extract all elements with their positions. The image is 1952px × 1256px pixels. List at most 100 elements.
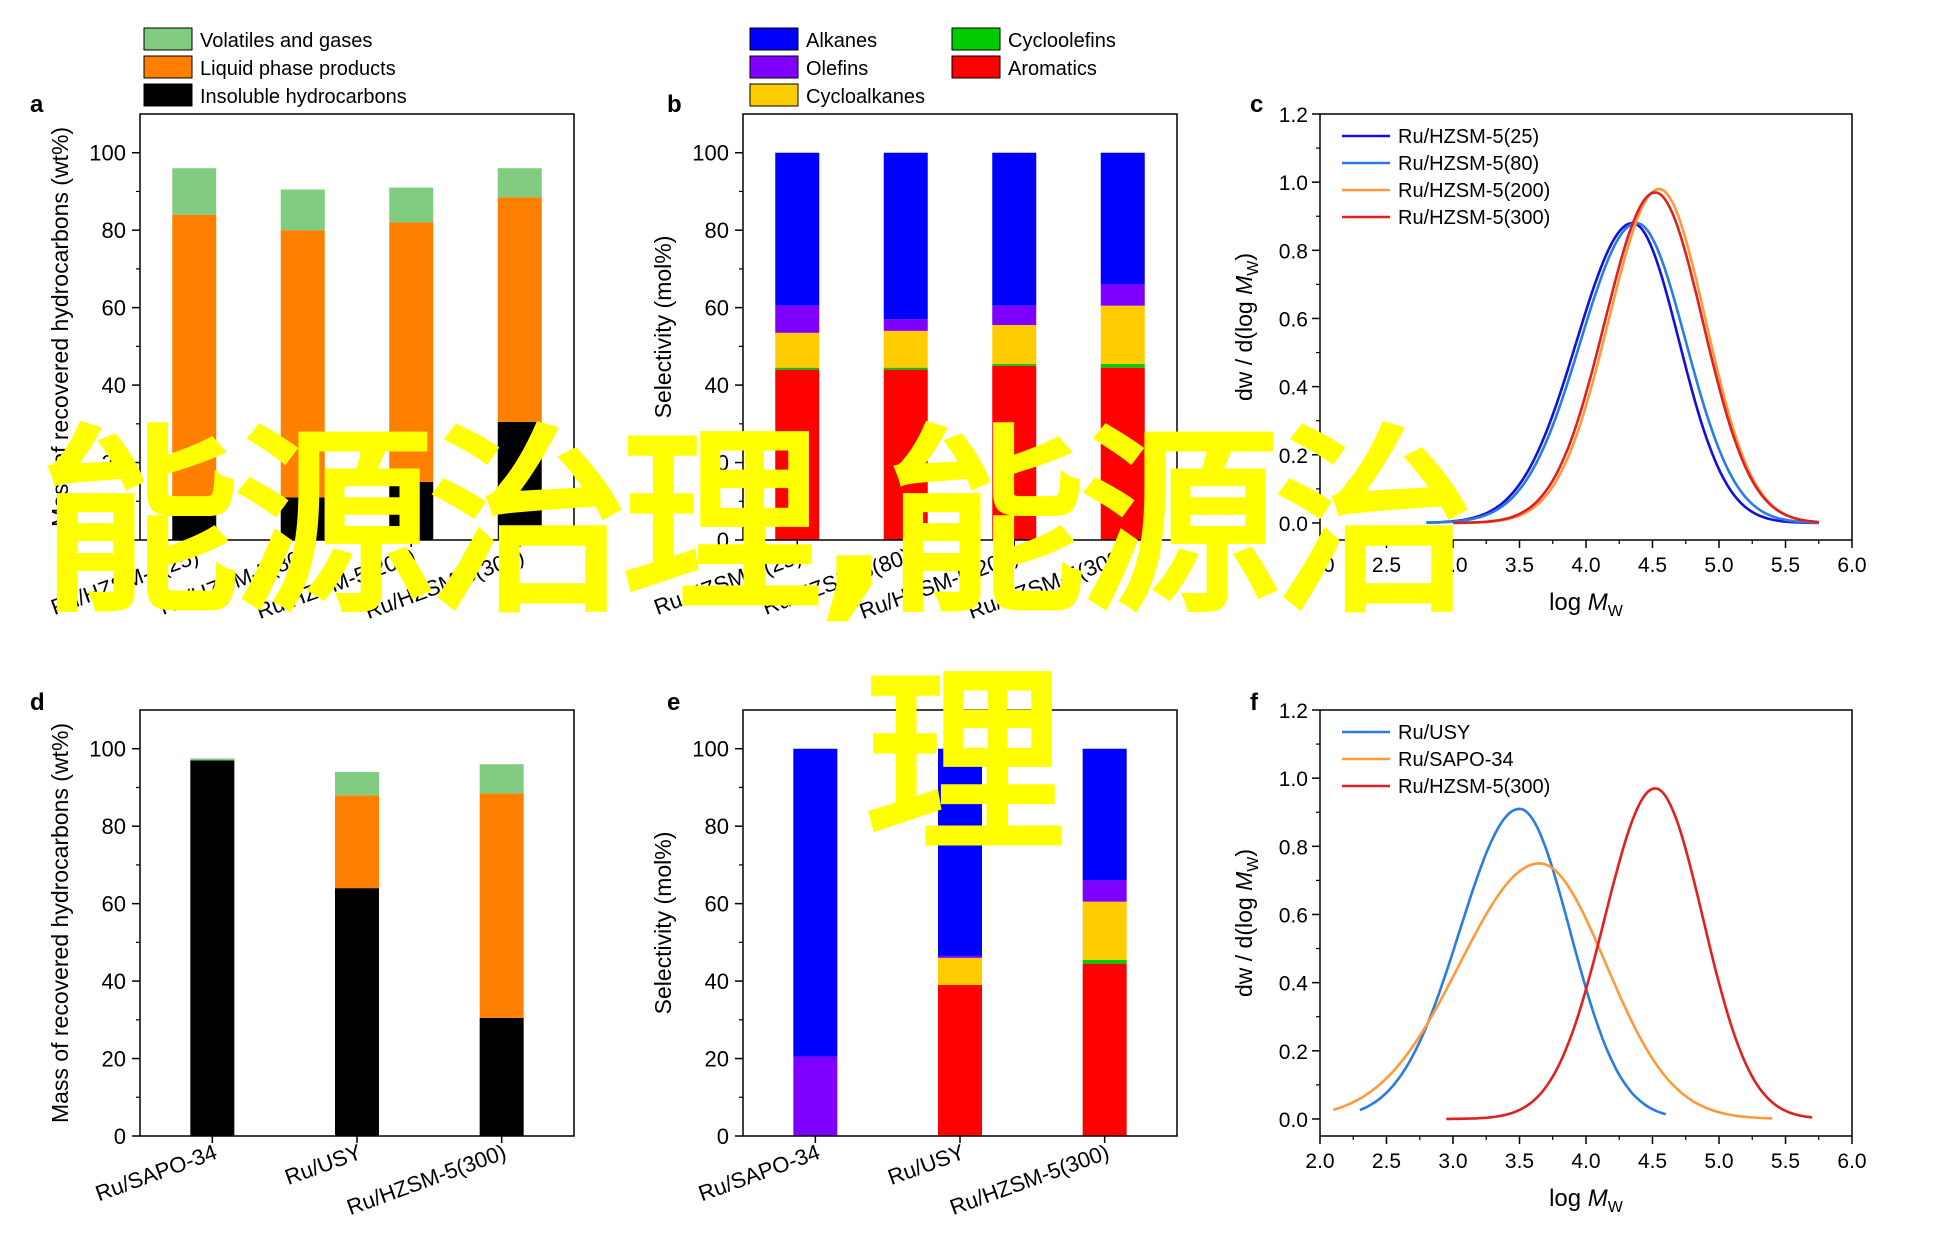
bar-segment	[992, 363, 1037, 366]
x-tick-label: 4.0	[1571, 1150, 1600, 1173]
bar-segment	[775, 152, 820, 306]
bar-segment	[992, 325, 1037, 364]
y-tick-label: 80	[705, 814, 729, 839]
x-tick-label: 6.0	[1837, 554, 1866, 577]
y-tick-label: 0	[114, 528, 126, 553]
x-tick-label: 3.5	[1505, 1150, 1534, 1173]
y-tick-label: 80	[102, 814, 126, 839]
x-tick-label: 5.5	[1771, 1150, 1800, 1173]
y-tick-label: 1.0	[1279, 768, 1308, 791]
plot-frame	[139, 709, 575, 1137]
plot-frame	[742, 709, 1178, 1137]
y-tick-label: 1.0	[1279, 172, 1308, 195]
y-tick-label: 20	[102, 1047, 126, 1072]
y-tick-label: 0.0	[1279, 1109, 1308, 1132]
y-tick-label: 80	[705, 218, 729, 243]
x-tick-label: Ru/USY	[884, 1139, 968, 1190]
x-tick-label: 4.5	[1638, 554, 1667, 577]
y-tick-label: 60	[705, 892, 729, 917]
x-tick-label: 3.5	[1505, 554, 1534, 577]
legend-cycloolefins-swatch	[951, 27, 1001, 51]
bar-segment	[1082, 959, 1127, 964]
legend-volatiles-swatch	[143, 27, 193, 51]
bar-segment	[335, 795, 379, 889]
legend-insoluble-swatch	[143, 83, 193, 107]
x-tick-label: 2.0	[1305, 1150, 1334, 1173]
legend-insoluble-label: Insoluble hydrocarbons	[200, 86, 407, 108]
plot-frame	[139, 113, 575, 541]
series-line	[1453, 187, 1819, 525]
bar-segment	[1082, 901, 1127, 960]
y-tick-label: 0	[717, 528, 729, 553]
bar-segment	[1082, 963, 1127, 1136]
legend-olefins-label: Olefins	[806, 58, 868, 80]
bar-segment	[775, 305, 820, 333]
y-tick-label: 20	[102, 451, 126, 476]
x-tick-label: 2.5	[1372, 554, 1401, 577]
legend-olefins-swatch	[749, 55, 799, 79]
x-tick-label: Ru/SAPO-34	[92, 1139, 220, 1206]
chart-a: 020406080100Ru/HZSM-5(25)Ru/HZSM-5(80)Ru…	[47, 113, 575, 624]
series-line	[1332, 862, 1773, 1120]
x-tick-label: 2.0	[1305, 554, 1334, 577]
chart-e: 0 20 40 60 80 100 Ru/SAPO-34 Ru/USYRu/HZSM-5(30…	[650, 709, 1178, 1220]
x-tick-label: 3.0	[1438, 1150, 1467, 1173]
legend-label: Ru/HZSM-5(80)	[1398, 153, 1539, 175]
y-axis-label: Mass of recovered hydrocarbons (wt%)	[47, 723, 73, 1123]
plot-frame	[1319, 709, 1853, 1137]
bar-segment	[172, 512, 217, 540]
legend-alkanes-swatch	[749, 27, 799, 51]
y-tick-label: 100	[89, 737, 126, 762]
chart-b: 020406080100Ru/HZSM-5(25)Ru/HZSM-5(80)Ru…	[650, 113, 1178, 624]
bar-segment	[775, 367, 820, 370]
bar-segment	[497, 168, 542, 198]
bar-segment	[883, 319, 928, 331]
y-tick-label: 0.0	[1279, 513, 1308, 536]
x-tick-label: 5.0	[1704, 1150, 1733, 1173]
bar-segment	[280, 497, 325, 540]
legend-label: Ru/USY	[1398, 722, 1470, 744]
y-axis-label: Mass of recovered hydrocarbons (wt%)	[47, 127, 73, 527]
y-tick-label: 0	[717, 1124, 729, 1149]
bar-segment	[1100, 305, 1145, 364]
legend-label: Ru/SAPO-34	[1398, 749, 1514, 771]
y-tick-label: 60	[102, 892, 126, 917]
legend-cycloolefins-label: Cycloolefins	[1008, 30, 1116, 52]
bar-segment	[172, 214, 217, 513]
legend-label: Ru/HZSM-5(25)	[1398, 126, 1539, 148]
chart-d: 0 20 40 60 80 100 Ru/SAPO-34 Ru/USYRu/HZSM-5(30…	[47, 709, 575, 1220]
bar-segment	[190, 760, 235, 1136]
legend-cycloalkanes-label: Cycloalkanes	[806, 86, 925, 108]
panel-label: f	[1250, 689, 1259, 716]
y-tick-label: 20	[705, 1047, 729, 1072]
panel-label: b	[667, 91, 682, 118]
chart-f: 0.0 0.2 0.4 0.6 0.8 1.0 1.2 2.0 2.5 3.0 3.5 4.0 4.5 5…	[1231, 700, 1867, 1216]
y-tick-label: 0.6	[1279, 308, 1308, 331]
bar-segment	[335, 888, 379, 1136]
legend-liquid-label: Liquid phase products	[200, 58, 396, 80]
x-tick-label: Ru/SAPO-34	[695, 1139, 823, 1206]
bar-segment	[883, 330, 928, 368]
series-line	[1453, 191, 1819, 525]
x-axis-label: log MW	[1549, 589, 1624, 620]
y-tick-label: 40	[705, 969, 729, 994]
x-tick-label: 2.5	[1372, 1150, 1401, 1173]
legend-cycloalkanes-swatch	[749, 83, 799, 107]
bar-segment	[775, 332, 820, 368]
bar-segment	[389, 481, 434, 540]
y-tick-label: 60	[102, 296, 126, 321]
bar-segment	[1100, 284, 1145, 306]
y-axis-label: Selectivity (mol%)	[650, 236, 676, 419]
bar-segment	[992, 305, 1037, 326]
plot-frame	[742, 113, 1178, 541]
series-line	[1426, 221, 1819, 525]
y-tick-label: 0.6	[1279, 904, 1308, 927]
y-tick-label: 100	[692, 737, 729, 762]
legend-aromatics-label: Aromatics	[1008, 58, 1097, 80]
legend-alkanes-label: Alkanes	[806, 30, 877, 52]
y-tick-label: 0.8	[1279, 836, 1308, 859]
y-tick-label: 40	[705, 373, 729, 398]
x-tick-label: Ru/USY	[281, 1139, 365, 1190]
bar-segment	[938, 957, 982, 985]
